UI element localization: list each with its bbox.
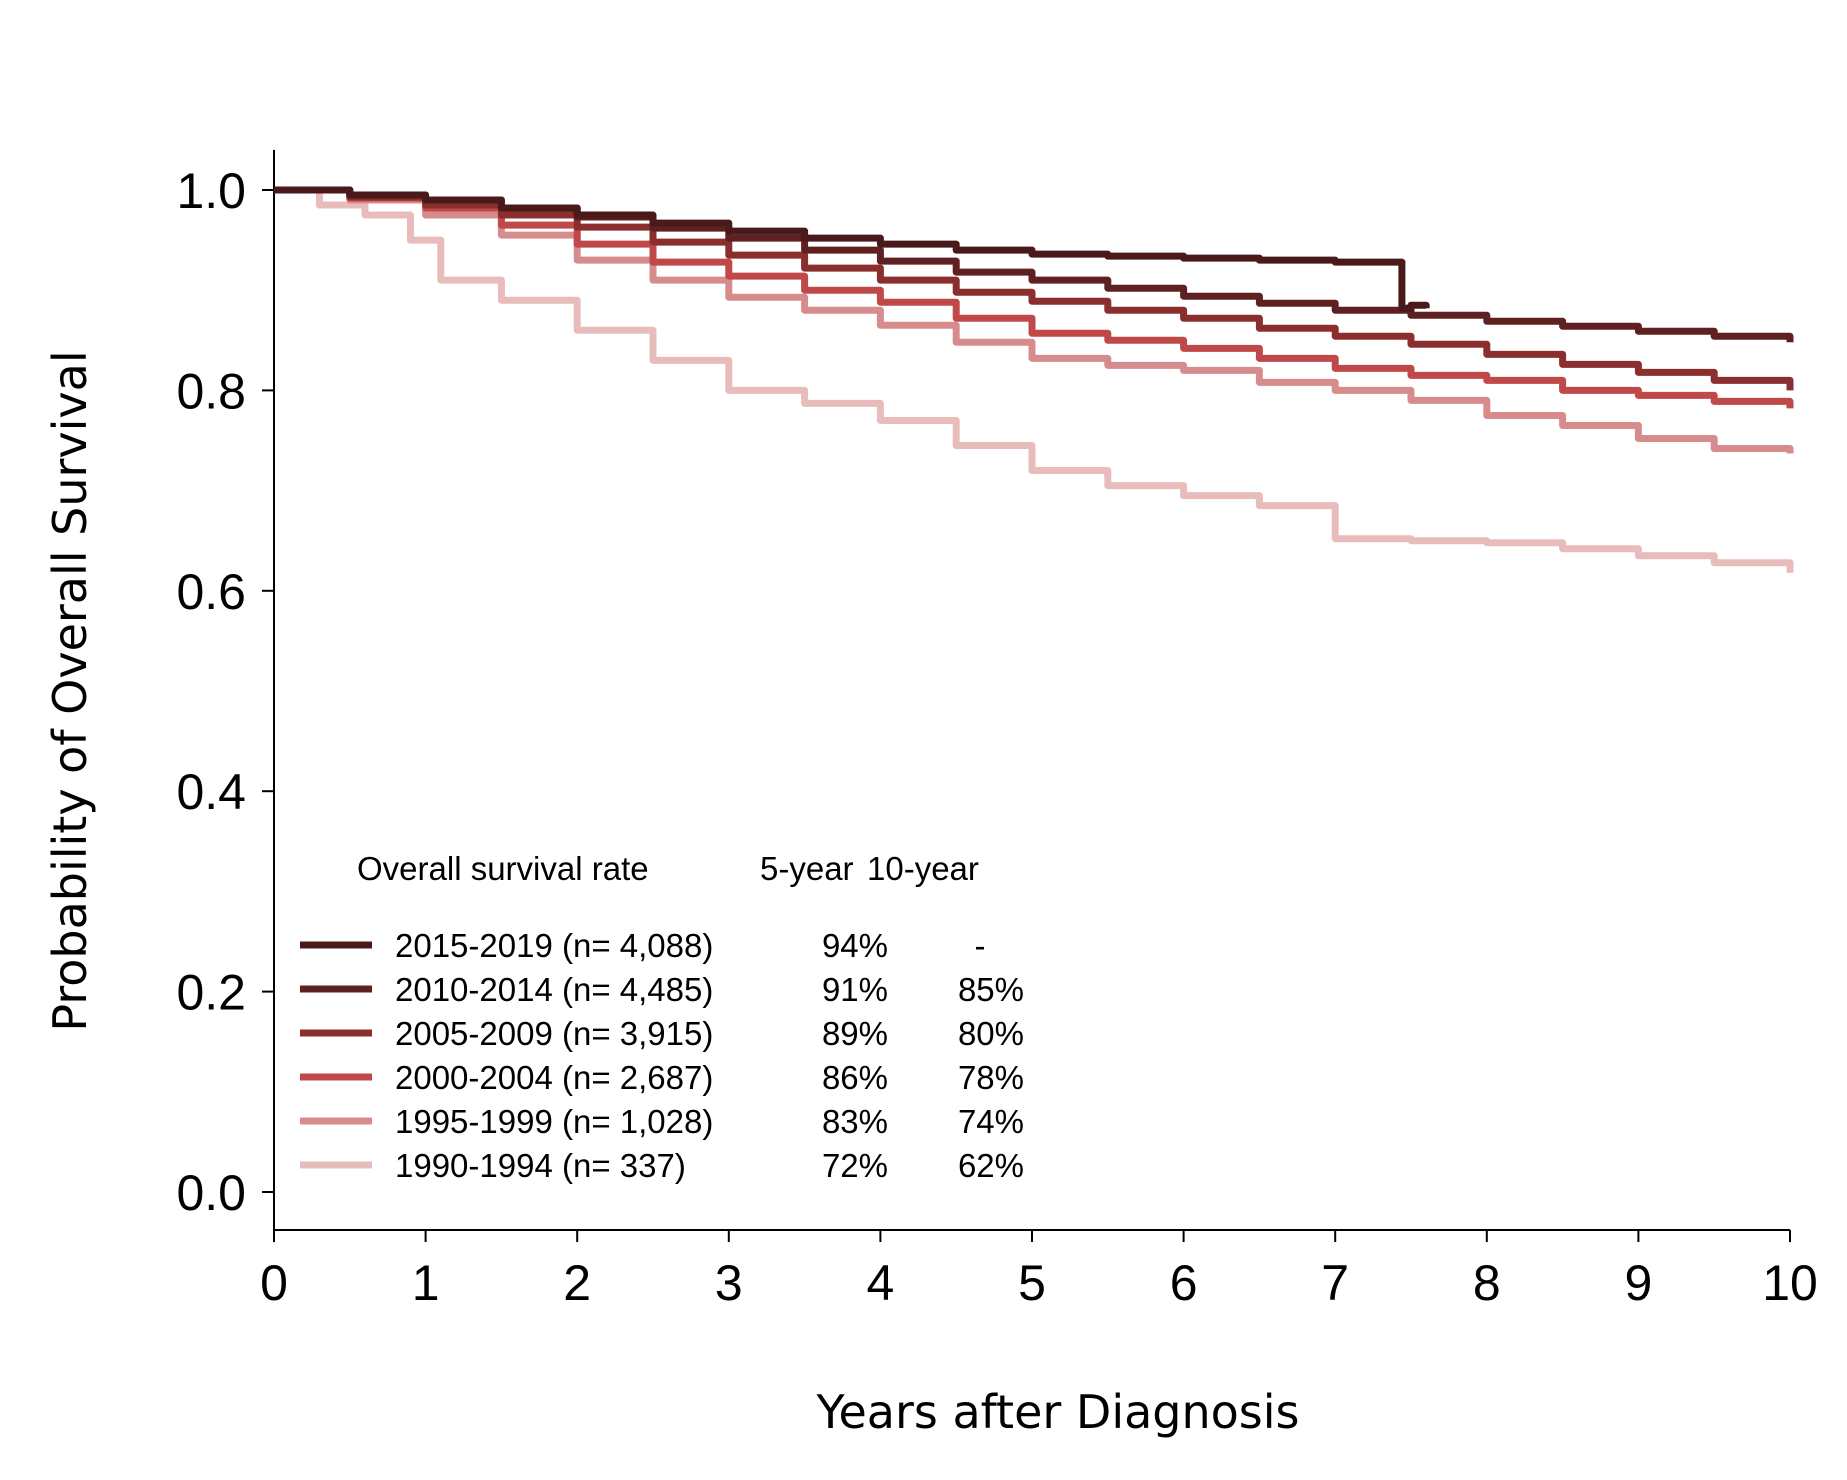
legend-series-name: 2005-2009 (n= 3,915) [395, 1015, 713, 1052]
y-tick-label: 0.4 [176, 764, 246, 820]
x-ticks: 0 1 2 3 4 5 6 7 8 9 10 [260, 1230, 1818, 1311]
x-tick-label: 3 [715, 1255, 743, 1311]
y-tick-label: 0.6 [176, 564, 246, 620]
legend-ten-year-rate: 62% [958, 1147, 1024, 1184]
legend-five-year-rate: 91% [822, 971, 888, 1008]
x-tick-label: 5 [1018, 1255, 1046, 1311]
legend-series-name: 1995-1999 (n= 1,028) [395, 1103, 713, 1140]
legend-five-year-rate: 86% [822, 1059, 888, 1096]
legend: Overall survival rate 5-year 10-year 201… [300, 850, 1024, 1184]
x-tick-label: 1 [412, 1255, 440, 1311]
series-line [274, 186, 1430, 312]
series-line [274, 186, 1794, 409]
y-tick-label: 0.0 [176, 1165, 246, 1221]
series-lines [274, 186, 1794, 573]
x-axis-title: Years after Diagnosis [815, 1385, 1299, 1439]
legend-five-year-rate: 94% [822, 927, 888, 964]
legend-five-year-rate: 89% [822, 1015, 888, 1052]
series-line [274, 186, 1794, 573]
x-tick-label: 0 [260, 1255, 288, 1311]
legend-five-year-rate: 72% [822, 1147, 888, 1184]
legend-series-name: 1990-1994 (n= 337) [395, 1147, 686, 1184]
y-axis-title: Probability of Overall Survival [43, 350, 97, 1031]
series-line [274, 186, 1794, 391]
legend-col5-header: 5-year [760, 850, 854, 887]
x-tick-label: 6 [1170, 1255, 1198, 1311]
legend-series-name: 2010-2014 (n= 4,485) [395, 971, 713, 1008]
legend-ten-year-rate: 74% [958, 1103, 1024, 1140]
x-tick-label: 8 [1473, 1255, 1501, 1311]
y-tick-label: 1.0 [176, 163, 246, 219]
y-tick-label: 0.8 [176, 363, 246, 419]
series-line [274, 186, 1794, 454]
legend-ten-year-rate: 80% [958, 1015, 1024, 1052]
legend-col10-header: 10-year [867, 850, 979, 887]
x-tick-label: 7 [1321, 1255, 1349, 1311]
legend-ten-year-rate: 78% [958, 1059, 1024, 1096]
legend-ten-year-rate: 85% [958, 971, 1024, 1008]
legend-series-name: 2015-2019 (n= 4,088) [395, 927, 713, 964]
x-tick-label: 10 [1762, 1255, 1818, 1311]
legend-series-name: 2000-2004 (n= 2,687) [395, 1059, 713, 1096]
y-tick-label: 0.2 [176, 965, 246, 1021]
legend-ten-year-rate: - [975, 927, 986, 964]
x-tick-label: 4 [866, 1255, 894, 1311]
legend-header: Overall survival rate [357, 850, 649, 887]
legend-rows: 2015-2019 (n= 4,088) 94% - 2010-2014 (n= 4,… [300, 927, 1024, 1184]
y-ticks: 0.0 0.2 0.4 0.6 0.8 1.0 [176, 163, 274, 1221]
x-tick-label: 9 [1624, 1255, 1652, 1311]
legend-five-year-rate: 83% [822, 1103, 888, 1140]
x-tick-label: 2 [563, 1255, 591, 1311]
